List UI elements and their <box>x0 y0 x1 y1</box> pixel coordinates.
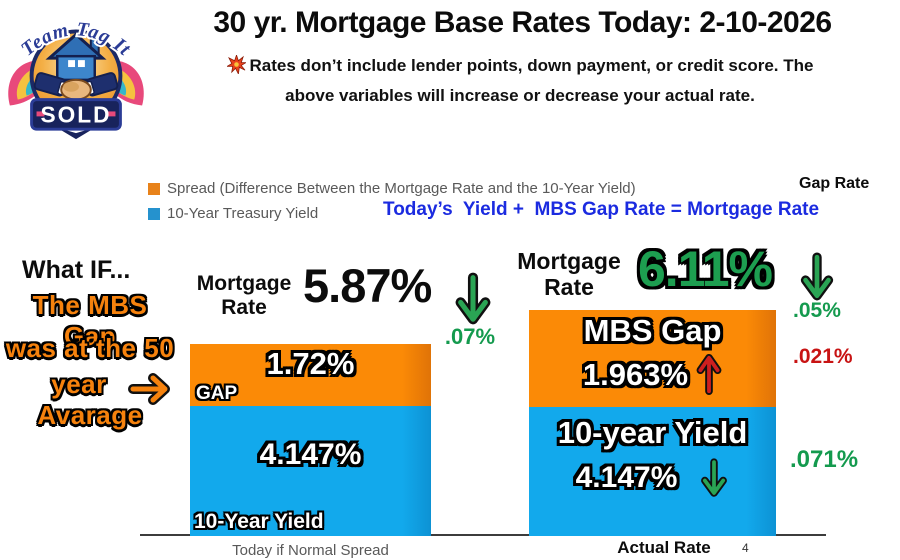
right-arrow-icon <box>128 373 170 405</box>
page-title: 30 yr. Mortgage Base Rates Today: 2-10-2… <box>213 6 832 39</box>
down-arrow-icon <box>701 458 728 497</box>
right-bar-rate: 6.11% <box>638 241 773 297</box>
legend-row-spread: Spread (Difference Between the Mortgage … <box>148 180 636 197</box>
left-bar-rate: 5.87% <box>303 259 432 312</box>
sold-banner: SOLD <box>30 98 122 140</box>
left-axis-label: Today if Normal Spread <box>232 542 389 559</box>
up-arrow-icon <box>696 354 722 396</box>
left-yield-label: 10-Year Yield <box>194 510 324 533</box>
right-yield-delta: .071% <box>790 446 859 473</box>
down-arrow-icon <box>800 252 834 301</box>
right-gap-value: 1.963% <box>582 357 689 392</box>
sold-banner-text: SOLD <box>41 101 112 127</box>
spread-legend-swatch <box>148 182 160 195</box>
down-arrow-icon <box>455 272 491 325</box>
right-bar-yield-segment: 10-year Yield 4.147% <box>529 407 776 536</box>
house-icon <box>45 32 107 82</box>
right-rate-delta: .05% <box>793 299 841 322</box>
right-axis-label: Actual Rate <box>617 538 711 557</box>
left-rate-delta: .07% <box>444 324 496 349</box>
left-bar-header: Mortgage Rate <box>196 272 292 320</box>
rate-formula: Today’s Yield + MBS Gap Rate = Mortgage … <box>383 199 820 220</box>
right-bar-spread-segment: MBS Gap 1.963% <box>529 310 776 407</box>
left-bar-spread-segment: 1.72% GAP <box>190 344 431 406</box>
left-gap-value: 1.72% <box>266 346 355 381</box>
left-yield-value: 4.147% <box>259 438 362 471</box>
note-line-1: The MBS Gap <box>32 290 148 351</box>
team-tag-it-logo: SOLD Team Tag It <box>8 16 144 140</box>
right-gap-value-row: 1.963% <box>529 354 776 396</box>
legend-row-treasury: 10-Year Treasury Yield <box>148 205 318 222</box>
disclaimer: Rates don’t include lender points, down … <box>160 52 880 109</box>
note-line-4: Avarage <box>37 400 143 430</box>
right-yield-value: 4.147% <box>575 461 678 494</box>
left-bar-yield-segment: 4.147% 10-Year Yield <box>190 406 431 536</box>
burst-icon <box>225 53 247 82</box>
note-line-3: year <box>51 369 107 399</box>
x-axis-line <box>140 534 826 536</box>
right-yield-value-row: 4.147% <box>529 457 776 499</box>
right-gap-label: MBS Gap <box>583 313 722 348</box>
treasury-legend-label: 10-Year Treasury Yield <box>167 205 319 222</box>
axis-tick: 4 <box>742 541 749 555</box>
spread-legend-label: Spread (Difference Between the Mortgage … <box>167 180 636 197</box>
handshake-icon <box>33 72 119 101</box>
disclaimer-line1: Rates don’t include lender points, down … <box>249 56 814 75</box>
right-gap-delta: .021% <box>793 345 853 368</box>
what-if-label: What IF... <box>22 256 131 284</box>
disclaimer-line2: above variables will increase or decreas… <box>285 86 755 106</box>
treasury-legend-swatch <box>148 207 160 220</box>
right-bar-header: Mortgage Rate <box>517 248 621 301</box>
note-line-2: was at the 50 <box>5 333 175 363</box>
gap-rate-label: Gap Rate <box>799 175 870 192</box>
left-gap-label: GAP <box>196 383 238 404</box>
right-yield-label: 10-year Yield <box>557 415 748 450</box>
